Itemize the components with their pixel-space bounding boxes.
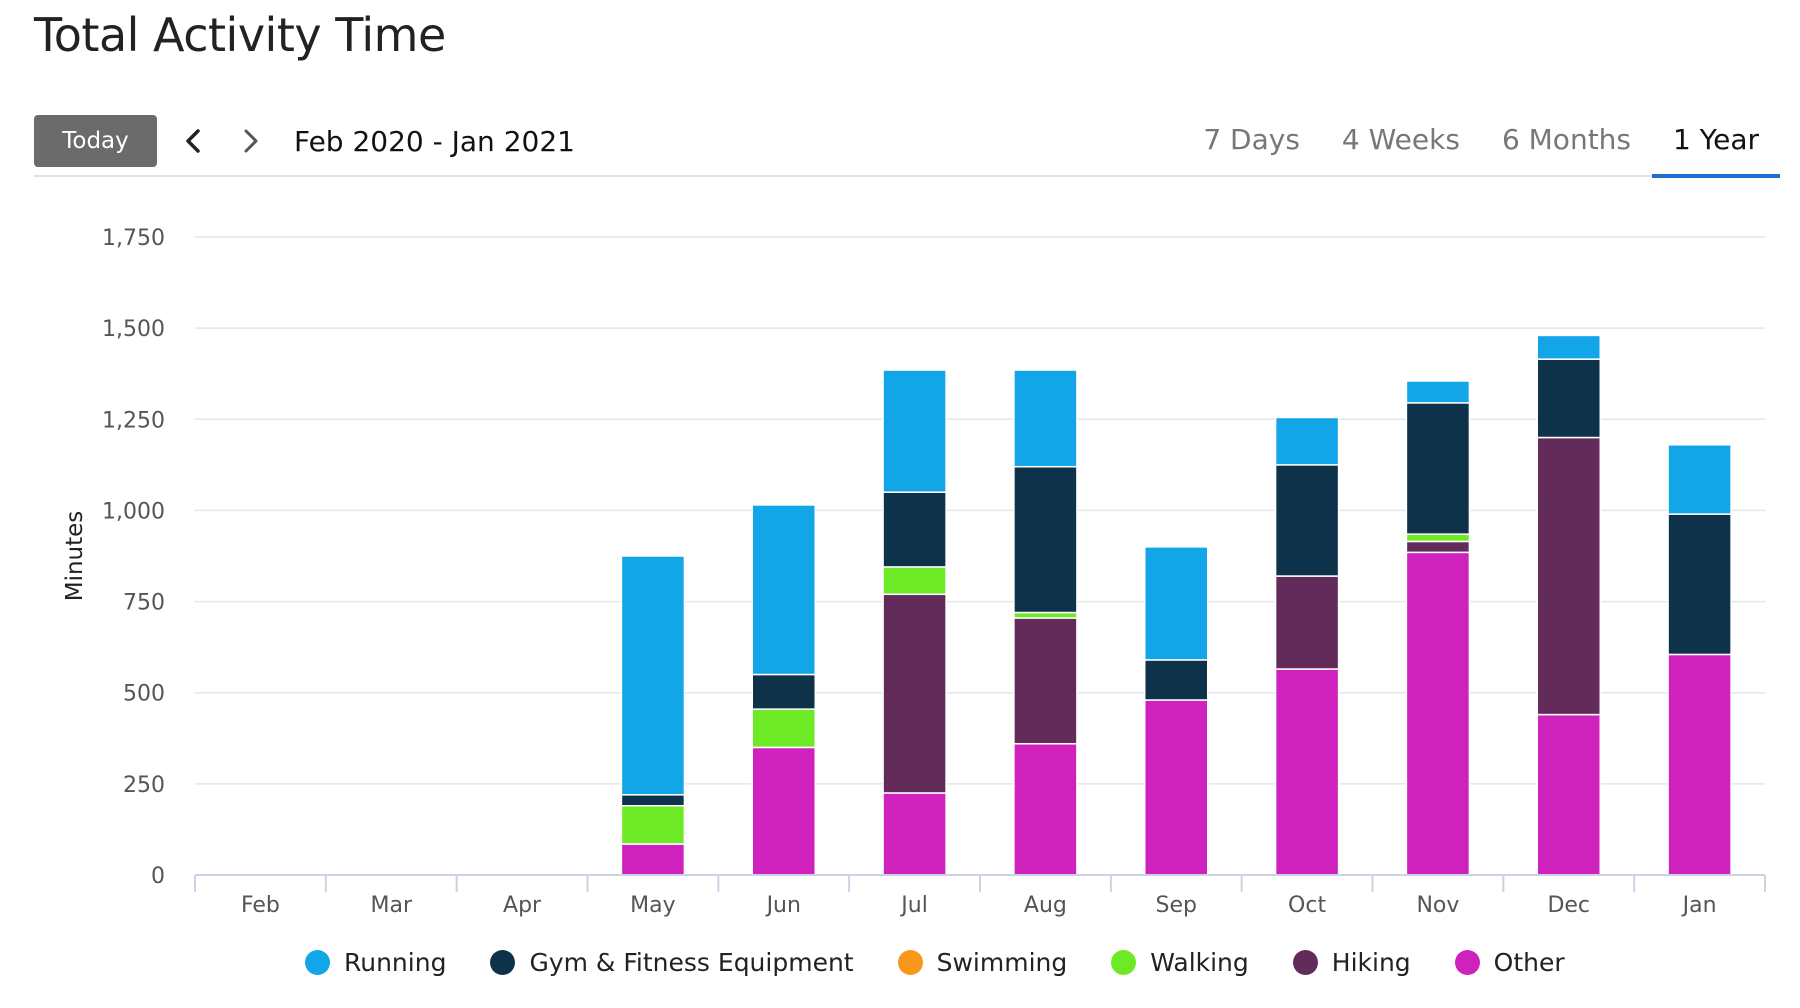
- x-tick-label: Aug: [1024, 893, 1067, 918]
- chevron-left-icon: [186, 129, 200, 153]
- y-tick-label: 1,250: [102, 408, 165, 433]
- y-tick-label: 1,750: [102, 226, 165, 251]
- x-tick-label: Nov: [1416, 893, 1459, 918]
- y-axis-title: Minutes: [62, 511, 88, 602]
- legend-label-swimming: Swimming: [936, 948, 1068, 977]
- bar-running-dec: [1536, 334, 1601, 360]
- bar-gym-fitness-equipment-may: [620, 794, 686, 807]
- legend-item-walking[interactable]: Walking: [1111, 948, 1249, 977]
- y-tick-label: 1,000: [102, 499, 165, 524]
- bar-gym-fitness-equipment-sep: [1144, 659, 1209, 701]
- bar-running-oct: [1274, 416, 1340, 466]
- bar-other-oct: [1274, 668, 1340, 876]
- bar-hiking-dec: [1536, 436, 1601, 716]
- y-tick-label: 500: [123, 682, 165, 707]
- bar-hiking-aug: [1013, 617, 1078, 745]
- legend-item-hiking[interactable]: Hiking: [1292, 948, 1411, 977]
- bar-running-jun: [751, 504, 816, 676]
- bar-other-jul: [882, 792, 947, 876]
- x-tick-label: Jul: [899, 893, 928, 918]
- today-button[interactable]: Today: [34, 115, 157, 167]
- bar-other-aug: [1013, 743, 1078, 876]
- bar-running-may: [620, 555, 686, 796]
- bar-gym-fitness-equipment-jun: [751, 673, 816, 710]
- x-tick-label: Dec: [1547, 893, 1590, 918]
- bar-gym-fitness-equipment-nov: [1405, 402, 1471, 535]
- x-tick-label: May: [630, 893, 675, 918]
- tab-7-days[interactable]: 7 Days: [1203, 123, 1300, 156]
- bar-running-jan: [1667, 444, 1732, 515]
- chart-legend: Running Gym & Fitness Equipment Swimming…: [305, 948, 1609, 977]
- legend-item-swimming[interactable]: Swimming: [897, 948, 1068, 977]
- bar-hiking-nov: [1405, 540, 1471, 554]
- x-tick-label: Mar: [370, 893, 412, 918]
- bar-other-dec: [1536, 713, 1601, 876]
- next-period-button[interactable]: [230, 121, 270, 161]
- bar-running-aug: [1013, 369, 1078, 468]
- x-tick-label: Jan: [1681, 893, 1717, 918]
- bar-gym-fitness-equipment-jul: [882, 491, 947, 568]
- legend-dot-hiking: [1292, 950, 1318, 975]
- legend-item-other[interactable]: Other: [1454, 948, 1565, 977]
- legend-item-running[interactable]: Running: [305, 948, 446, 977]
- legend-dot-swimming: [897, 950, 923, 975]
- bar-other-sep: [1144, 699, 1209, 876]
- bar-gym-fitness-equipment-dec: [1536, 358, 1601, 439]
- x-tick-label: Sep: [1156, 893, 1197, 918]
- legend-label-walking: Walking: [1150, 948, 1249, 977]
- bar-running-jul: [882, 369, 947, 493]
- x-tick-label: Apr: [503, 893, 542, 918]
- bar-other-nov: [1405, 551, 1471, 876]
- bar-hiking-oct: [1274, 575, 1340, 670]
- bar-other-jun: [751, 746, 816, 876]
- period-tabs: 7 Days 4 Weeks 6 Months 1 Year: [1182, 113, 1780, 178]
- bar-other-may: [620, 843, 686, 876]
- legend-dot-walking: [1111, 950, 1137, 975]
- y-tick-label: 250: [123, 773, 165, 798]
- legend-dot-gym-fitness: [490, 950, 516, 975]
- legend-item-gym-fitness[interactable]: Gym & Fitness Equipment: [490, 948, 854, 977]
- y-tick-label: 1,500: [102, 317, 165, 342]
- activity-time-chart: 0 250 500 750 1,000 1,250 1,500 1,750 Minutes Feb…: [62, 226, 1766, 918]
- bar-gym-fitness-equipment-jan: [1667, 513, 1732, 656]
- bar-other-jan: [1667, 653, 1732, 876]
- tab-6-months[interactable]: 6 Months: [1501, 123, 1631, 156]
- chevron-right-icon: [244, 129, 258, 153]
- legend-label-gym-fitness: Gym & Fitness Equipment: [529, 948, 854, 977]
- legend-label-running: Running: [344, 948, 447, 977]
- legend-label-hiking: Hiking: [1331, 948, 1411, 977]
- legend-label-other: Other: [1493, 948, 1565, 977]
- legend-dot-other: [1454, 950, 1480, 975]
- date-range-label: Feb 2020 - Jan 2021: [294, 125, 575, 158]
- date-range-toolbar: Today Feb 2020 - Jan 2021 7 Days 4 Weeks…: [34, 113, 1780, 178]
- page-title: Total Activity Time: [34, 8, 446, 62]
- x-tick-label: Oct: [1288, 893, 1326, 918]
- bar-hiking-jul: [882, 593, 947, 794]
- bar-walking-nov: [1405, 533, 1471, 543]
- legend-dot-running: [305, 950, 330, 975]
- y-tick-label: 750: [123, 591, 165, 616]
- bar-walking-may: [620, 804, 686, 845]
- bar-gym-fitness-equipment-aug: [1013, 465, 1078, 614]
- tab-1-year[interactable]: 1 Year: [1652, 113, 1780, 178]
- bar-walking-jul: [882, 566, 947, 596]
- bar-walking-jun: [751, 708, 816, 749]
- x-tick-label: Feb: [241, 893, 280, 918]
- bar-running-sep: [1144, 546, 1209, 661]
- bar-gym-fitness-equipment-oct: [1274, 464, 1340, 577]
- x-tick-label: Jun: [765, 893, 801, 918]
- bar-walking-aug: [1013, 611, 1078, 619]
- previous-period-button[interactable]: [174, 121, 214, 161]
- y-tick-label: 0: [151, 864, 165, 889]
- tab-4-weeks[interactable]: 4 Weeks: [1341, 123, 1460, 156]
- bar-running-nov: [1405, 380, 1471, 404]
